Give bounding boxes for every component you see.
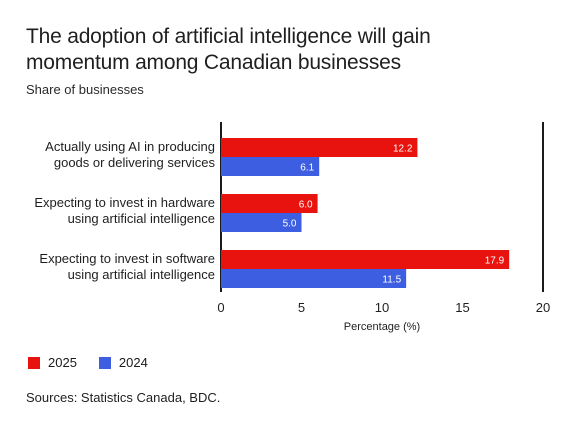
bar-value-label-2024-2: 11.5	[382, 275, 401, 286]
bar-2024-2	[221, 269, 407, 288]
bar-value-label-2025-2: 17.9	[485, 256, 505, 267]
category-label-0-line-1: goods or delivering services	[54, 155, 216, 170]
bar-value-label-2025-1: 6.0	[299, 200, 313, 211]
category-label-0-line-0: Actually using AI in producing	[45, 139, 215, 154]
chart-title-line-2: momentum among Canadian businesses	[26, 51, 401, 74]
category-label-2-line-0: Expecting to invest in software	[39, 251, 215, 266]
chart-title: The adoption of artificial intelligence …	[26, 24, 556, 76]
bar-value-label-2024-0: 6.1	[300, 163, 314, 174]
category-label-1-line-0: Expecting to invest in hardware	[34, 195, 215, 210]
legend-swatch-2024	[98, 356, 111, 369]
source-note: Sources: Statistics Canada, BDC.	[26, 390, 221, 405]
legend: 2025 2024	[28, 355, 170, 370]
x-tick-label-5: 5	[298, 300, 305, 315]
x-tick-label-10: 10	[375, 300, 389, 315]
legend-item-2024: 2024	[98, 355, 148, 370]
x-tick-label-0: 0	[217, 300, 224, 315]
chart-title-line-1: The adoption of artificial intelligence …	[26, 25, 431, 48]
category-label-2-line-1: using artificial intelligence	[68, 267, 215, 282]
bar-2025-2	[221, 250, 510, 269]
legend-label-2024: 2024	[118, 355, 148, 370]
legend-label-2025: 2025	[48, 355, 77, 370]
bar-2025-0	[221, 138, 418, 157]
bar-value-label-2024-1: 5.0	[283, 219, 297, 230]
x-tick-label-15: 15	[455, 300, 469, 315]
chart-subtitle: Share of businesses	[26, 82, 144, 97]
x-axis-title: Percentage (%)	[344, 321, 420, 333]
legend-item-2025: 2025	[28, 355, 77, 370]
legend-swatch-2025	[28, 356, 40, 369]
bar-2024-0	[221, 157, 320, 176]
bar-2025-1	[221, 194, 318, 213]
bar-value-label-2025-0: 12.2	[393, 144, 413, 155]
category-label-1-line-1: using artificial intelligence	[68, 211, 215, 226]
x-tick-label-20: 20	[536, 300, 550, 315]
bar-2024-1	[221, 213, 302, 232]
